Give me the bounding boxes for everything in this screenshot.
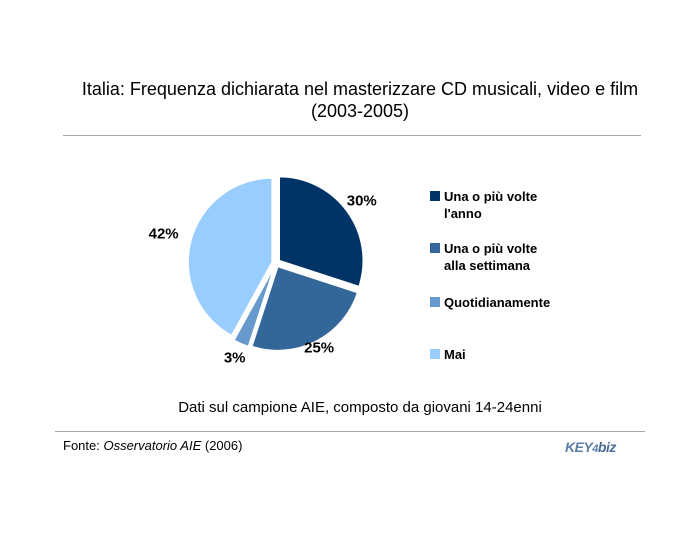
chart-subtitle: Dati sul campione AIE, composto da giova…	[178, 399, 542, 416]
chart-title-line1: Italia: Frequenza dichiarata nel masteri…	[81, 79, 639, 99]
chart-title: Italia: Frequenza dichiarata nel masteri…	[40, 78, 680, 122]
bottom-divider	[55, 431, 645, 432]
pie-value-label-1: 30%	[346, 192, 377, 210]
legend-swatch-3	[430, 297, 440, 307]
pie-slice-4	[187, 177, 273, 337]
legend-label-2: Una o più volte alla settimana	[444, 241, 538, 273]
pie-slice-2	[250, 265, 359, 352]
chart-title-line2: (2003-2005)	[310, 101, 410, 121]
top-divider	[63, 135, 641, 136]
legend-label-4: Mai	[444, 347, 466, 362]
pie-value-label-2: 25%	[304, 339, 335, 357]
pie-value-label-4: 42%	[148, 225, 179, 243]
pie-slice-1	[278, 175, 364, 288]
key4biz-logo: KEY4biz	[565, 439, 616, 455]
legend-label-3: Quotidianamente	[444, 295, 551, 310]
legend-swatch-4	[430, 349, 440, 359]
pie-slice-3	[232, 266, 276, 348]
legend-swatch-2	[430, 243, 440, 253]
pie-value-label-3: 3%	[223, 349, 246, 367]
source-note: Fonte: Osservatorio AIE (2006)	[63, 438, 243, 453]
legend-swatch-1	[430, 191, 440, 201]
source-name: Osservatorio AIE	[103, 438, 202, 453]
legend-label-1: Una o più volte l'anno	[444, 189, 538, 221]
